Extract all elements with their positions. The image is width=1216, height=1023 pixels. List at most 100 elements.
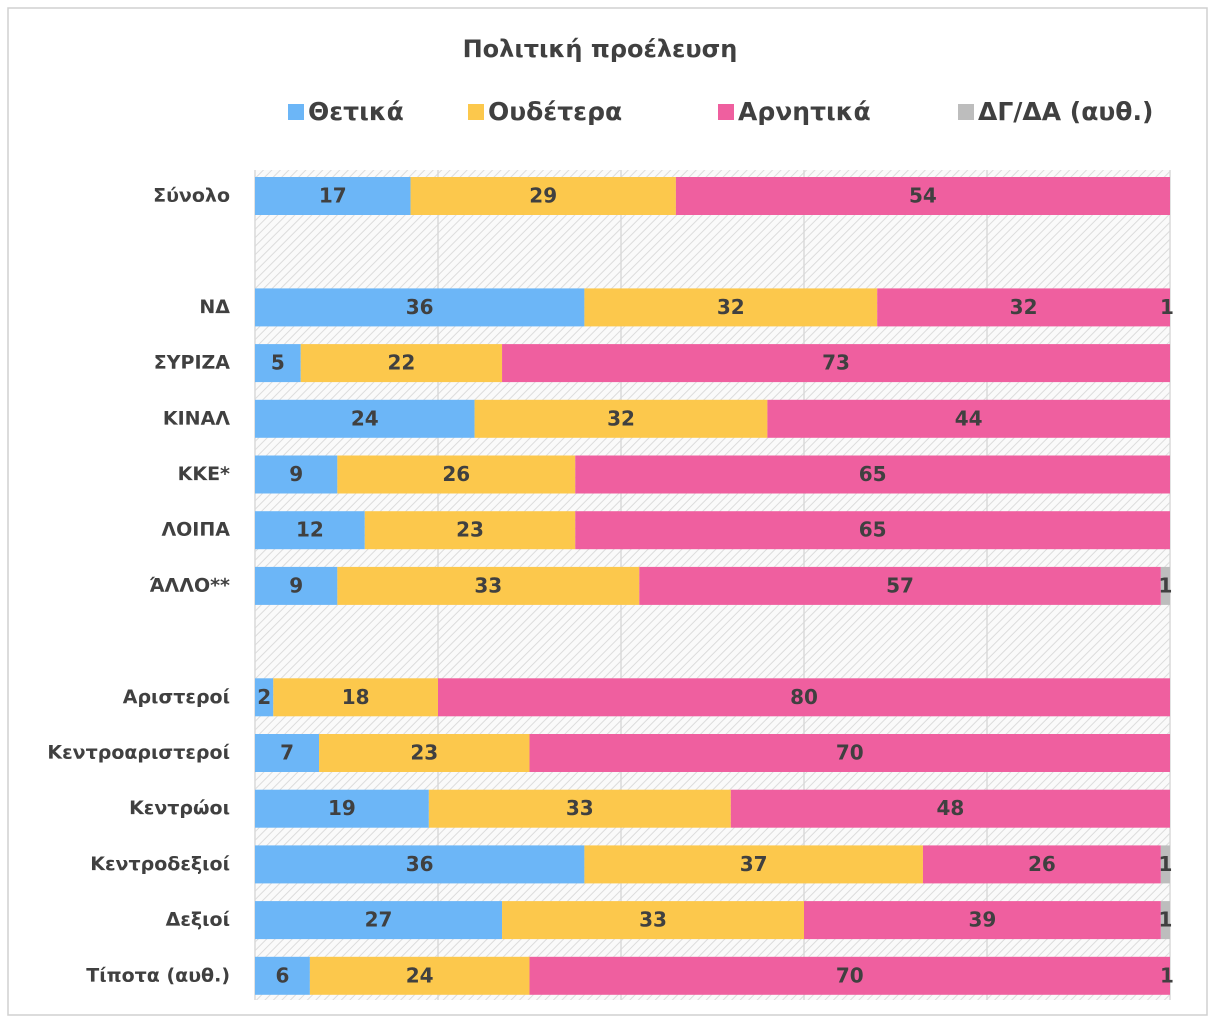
- bar-segment: [319, 734, 530, 772]
- data-label: 24: [351, 406, 379, 430]
- bar-segment: [337, 566, 640, 605]
- bar-segment: [255, 789, 429, 828]
- bar-segment: [428, 789, 731, 828]
- data-label: 19: [328, 796, 356, 820]
- y-tick-label: Κεντρώοι: [129, 797, 230, 819]
- data-label: 17: [319, 184, 347, 208]
- data-label: 18: [342, 685, 370, 709]
- bar-segment: [584, 288, 878, 327]
- data-label: 73: [822, 351, 850, 375]
- data-label: 6: [275, 963, 289, 987]
- data-label: 29: [529, 184, 557, 208]
- bar-segment: [1160, 845, 1170, 884]
- bar-segment: [767, 399, 1170, 438]
- data-label: 26: [1028, 852, 1056, 876]
- y-tick-label: Σύνολο: [153, 185, 230, 207]
- data-label: 1: [1160, 963, 1174, 987]
- data-label: 33: [639, 908, 667, 932]
- data-label: 37: [740, 852, 768, 876]
- bar-segment: [575, 455, 1170, 494]
- legend-label: ΔΓ/ΔΑ (αυθ.): [978, 97, 1153, 126]
- bar-segment: [255, 566, 338, 605]
- bar-segment: [273, 678, 438, 717]
- y-tick-label: Κεντροαριστεροί: [47, 742, 230, 764]
- data-label: 70: [836, 741, 864, 765]
- bar-segment: [584, 845, 923, 884]
- data-label: 33: [474, 573, 502, 597]
- bar-segment: [255, 511, 365, 550]
- data-label: 54: [909, 184, 937, 208]
- y-tick-label: Τίποτα (αυθ.): [86, 964, 230, 986]
- data-label: 2: [257, 685, 271, 709]
- bar-segment: [309, 956, 530, 995]
- bar-segment: [255, 455, 338, 494]
- bar-segment: [1160, 566, 1170, 605]
- legend-label: Ουδέτερα: [488, 97, 622, 126]
- data-label: 22: [387, 351, 415, 375]
- data-label: 65: [859, 518, 887, 542]
- data-label: 32: [607, 406, 635, 430]
- legend-swatch: [288, 104, 304, 120]
- bar-segment: [474, 399, 768, 438]
- legend-label: Αρνητικά: [738, 97, 871, 126]
- data-label: 1: [1158, 908, 1172, 932]
- data-label: 26: [442, 462, 470, 486]
- bar-segment: [255, 288, 585, 327]
- chart-title: Πολιτική προέλευση: [463, 35, 738, 63]
- y-tick-label: Δεξιοί: [166, 909, 230, 931]
- y-tick-label: ΝΔ: [199, 296, 230, 318]
- bar-segment: [300, 344, 503, 383]
- data-label: 23: [456, 518, 484, 542]
- y-tick-label: ΣΥΡΙΖΑ: [154, 352, 231, 374]
- bar-segment: [1160, 901, 1170, 940]
- data-label: 48: [936, 796, 964, 820]
- data-label: 9: [289, 573, 303, 597]
- bar-segment: [410, 177, 676, 215]
- data-label: 32: [1010, 295, 1038, 319]
- data-label: 57: [886, 573, 914, 597]
- bar-segment: [675, 177, 1170, 215]
- y-tick-label: Κεντροδεξιοί: [90, 853, 230, 875]
- bar-segment: [575, 511, 1170, 550]
- y-tick-label: ΛΟΙΠΑ: [161, 519, 230, 541]
- data-label: 65: [859, 462, 887, 486]
- data-label: 27: [365, 908, 393, 932]
- data-label: 5: [271, 351, 285, 375]
- data-label: 33: [566, 796, 594, 820]
- bar-segment: [529, 956, 1170, 995]
- bar-segment: [804, 901, 1161, 940]
- bar-segment: [922, 845, 1161, 884]
- data-label: 70: [836, 963, 864, 987]
- bar-segment: [639, 566, 1161, 605]
- bar-segment: [730, 789, 1170, 828]
- bar-segment: [337, 455, 576, 494]
- data-label: 32: [717, 295, 745, 319]
- bar-segment: [255, 901, 503, 940]
- bar-segment: [255, 734, 320, 772]
- bar-segment: [502, 901, 804, 940]
- data-label: 12: [296, 518, 324, 542]
- bar-segment: [255, 678, 274, 717]
- data-label: 7: [280, 741, 294, 765]
- bar-segment: [364, 511, 576, 550]
- bar-segment: [255, 399, 475, 438]
- bar-segment: [438, 678, 1170, 717]
- legend-swatch: [468, 104, 484, 120]
- bar-segment: [255, 956, 310, 995]
- bar-segment: [529, 734, 1170, 772]
- bar-segment: [877, 288, 1170, 327]
- data-label: 23: [410, 741, 438, 765]
- data-label: 9: [289, 462, 303, 486]
- bar-segment: [502, 344, 1170, 383]
- data-label: 36: [406, 295, 434, 319]
- data-label: 1: [1158, 573, 1172, 597]
- data-label: 24: [406, 963, 434, 987]
- legend-swatch: [958, 104, 974, 120]
- bar-segment: [255, 177, 411, 215]
- legend-label: Θετικά: [308, 97, 404, 126]
- data-label: 44: [955, 406, 983, 430]
- y-tick-label: ΚΙΝΑΛ: [163, 407, 230, 429]
- y-tick-label: Αριστεροί: [123, 686, 230, 708]
- data-label: 1: [1160, 295, 1174, 319]
